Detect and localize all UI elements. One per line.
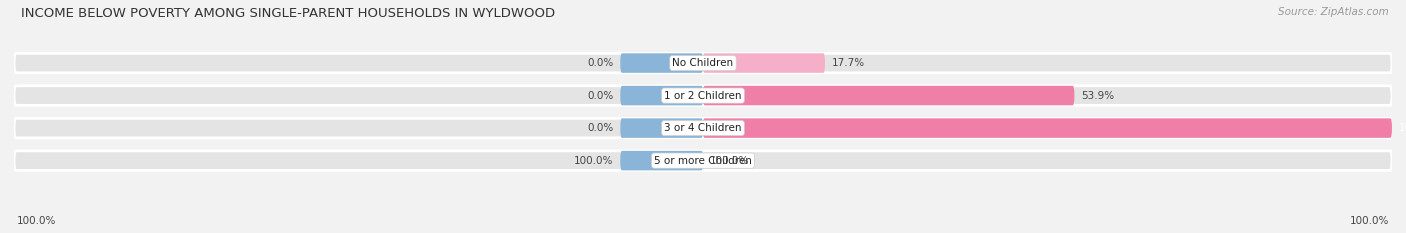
- Text: 5 or more Children: 5 or more Children: [654, 156, 752, 166]
- FancyBboxPatch shape: [703, 118, 1392, 138]
- Text: 0.0%: 0.0%: [588, 91, 613, 101]
- Text: 100.0%: 100.0%: [17, 216, 56, 226]
- FancyBboxPatch shape: [703, 53, 825, 73]
- Text: 53.9%: 53.9%: [1081, 91, 1115, 101]
- Text: INCOME BELOW POVERTY AMONG SINGLE-PARENT HOUSEHOLDS IN WYLDWOOD: INCOME BELOW POVERTY AMONG SINGLE-PARENT…: [21, 7, 555, 20]
- Text: Source: ZipAtlas.com: Source: ZipAtlas.com: [1278, 7, 1389, 17]
- Text: 3 or 4 Children: 3 or 4 Children: [664, 123, 742, 133]
- FancyBboxPatch shape: [620, 118, 703, 138]
- FancyBboxPatch shape: [14, 53, 1392, 73]
- Legend: Single Father, Single Mother: Single Father, Single Mother: [602, 230, 804, 233]
- Text: 0.0%: 0.0%: [588, 58, 613, 68]
- Text: 100.0%: 100.0%: [574, 156, 613, 166]
- FancyBboxPatch shape: [14, 118, 1392, 138]
- FancyBboxPatch shape: [703, 86, 1074, 105]
- FancyBboxPatch shape: [620, 53, 703, 73]
- FancyBboxPatch shape: [14, 151, 1392, 170]
- Text: 17.7%: 17.7%: [832, 58, 865, 68]
- Text: 0.0%: 0.0%: [588, 123, 613, 133]
- Text: 100.0%: 100.0%: [1350, 216, 1389, 226]
- Text: 100.0%: 100.0%: [1399, 123, 1406, 133]
- Text: 1 or 2 Children: 1 or 2 Children: [664, 91, 742, 101]
- FancyBboxPatch shape: [620, 151, 703, 170]
- FancyBboxPatch shape: [620, 86, 703, 105]
- Text: No Children: No Children: [672, 58, 734, 68]
- Text: 100.0%: 100.0%: [710, 156, 749, 166]
- FancyBboxPatch shape: [14, 86, 1392, 105]
